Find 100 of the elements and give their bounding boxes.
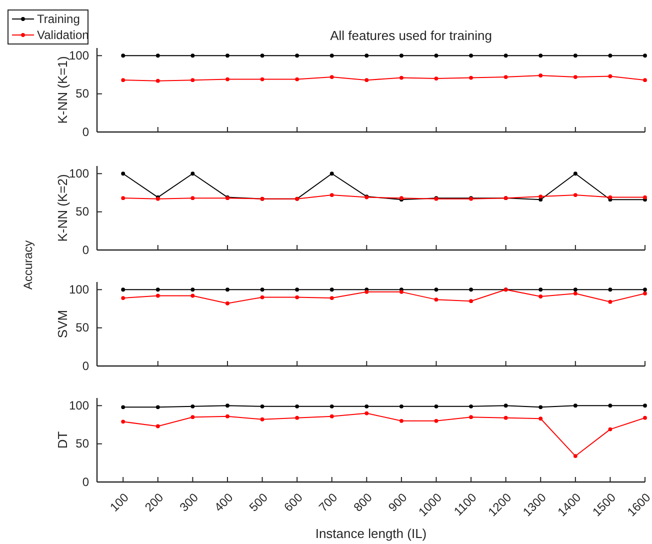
point <box>121 54 126 58</box>
point <box>330 296 334 300</box>
point <box>364 78 369 82</box>
point <box>399 404 404 408</box>
point <box>538 194 543 198</box>
point <box>190 172 195 176</box>
point <box>469 288 473 292</box>
point <box>295 77 300 82</box>
point <box>364 54 369 58</box>
point <box>156 294 160 298</box>
point <box>190 294 195 298</box>
point <box>573 404 578 408</box>
y-tick-label: 0 <box>82 242 90 257</box>
point <box>226 77 230 82</box>
point <box>156 405 160 410</box>
point <box>399 418 404 423</box>
point <box>434 298 438 302</box>
point <box>608 404 612 408</box>
point <box>190 288 195 292</box>
point <box>330 404 334 408</box>
point <box>469 404 473 408</box>
point <box>504 404 508 408</box>
y-tick-label: 100 <box>68 166 90 180</box>
x-tick-label: 200 <box>142 490 166 514</box>
x-tick-label: 700 <box>316 490 340 514</box>
point <box>260 417 264 422</box>
point <box>538 405 543 410</box>
point <box>538 288 543 292</box>
x-tick-label: 600 <box>281 490 306 514</box>
point <box>643 416 647 420</box>
point <box>434 76 438 80</box>
point <box>330 414 334 418</box>
point <box>156 78 160 83</box>
point <box>434 54 438 58</box>
point <box>608 300 612 304</box>
point <box>643 288 647 292</box>
y-tick-label: 100 <box>68 48 90 62</box>
point <box>295 404 300 408</box>
point <box>573 54 578 58</box>
y-axis-title: SVM <box>55 310 70 338</box>
x-tick-label: 100 <box>107 490 132 514</box>
legend-label: Training <box>37 12 80 26</box>
point <box>121 172 126 176</box>
y-tick-label: 50 <box>76 436 90 451</box>
y-tick-label: 0 <box>82 358 90 373</box>
y-tick-label: 50 <box>76 320 90 335</box>
point <box>226 414 230 418</box>
point <box>469 54 473 58</box>
point <box>121 420 126 424</box>
y-tick-label: 50 <box>76 204 90 219</box>
legend-label: Validation <box>37 28 89 42</box>
point <box>643 195 647 200</box>
point <box>190 54 195 58</box>
point <box>226 288 230 292</box>
point <box>156 54 160 58</box>
x-tick-label: 500 <box>246 490 271 514</box>
point <box>330 288 334 292</box>
point <box>504 416 508 420</box>
point <box>295 295 300 300</box>
point <box>330 75 334 79</box>
y-axis-title: DT <box>55 431 70 449</box>
y-tick-label: 50 <box>76 86 90 101</box>
point <box>573 454 578 458</box>
point <box>643 404 647 408</box>
y-tick-label: 0 <box>82 124 90 139</box>
point <box>226 54 230 58</box>
point <box>469 76 473 80</box>
y-tick-label: 0 <box>82 474 90 489</box>
text: Accuracy <box>21 240 35 290</box>
point <box>121 78 126 82</box>
point <box>643 54 647 58</box>
point <box>156 288 160 292</box>
point <box>504 75 508 79</box>
point <box>538 294 543 298</box>
point <box>399 54 404 58</box>
y-axis-title: K-NN (K=1) <box>55 56 70 124</box>
point <box>190 78 195 82</box>
point <box>295 288 300 292</box>
point <box>330 172 334 176</box>
point <box>330 54 334 58</box>
x-tick-label: 400 <box>212 490 236 514</box>
point <box>608 195 612 200</box>
point <box>260 54 264 58</box>
point <box>538 74 543 78</box>
point <box>121 405 126 410</box>
point <box>364 404 369 408</box>
point <box>121 196 126 200</box>
point <box>469 299 473 304</box>
point <box>573 292 578 296</box>
point <box>295 416 300 420</box>
point <box>156 424 160 428</box>
point <box>469 415 473 420</box>
point <box>573 288 578 292</box>
point <box>364 411 369 416</box>
point <box>608 54 612 58</box>
point <box>538 416 543 421</box>
point <box>190 196 195 200</box>
point <box>260 288 264 292</box>
point <box>573 172 578 176</box>
point <box>434 288 438 292</box>
